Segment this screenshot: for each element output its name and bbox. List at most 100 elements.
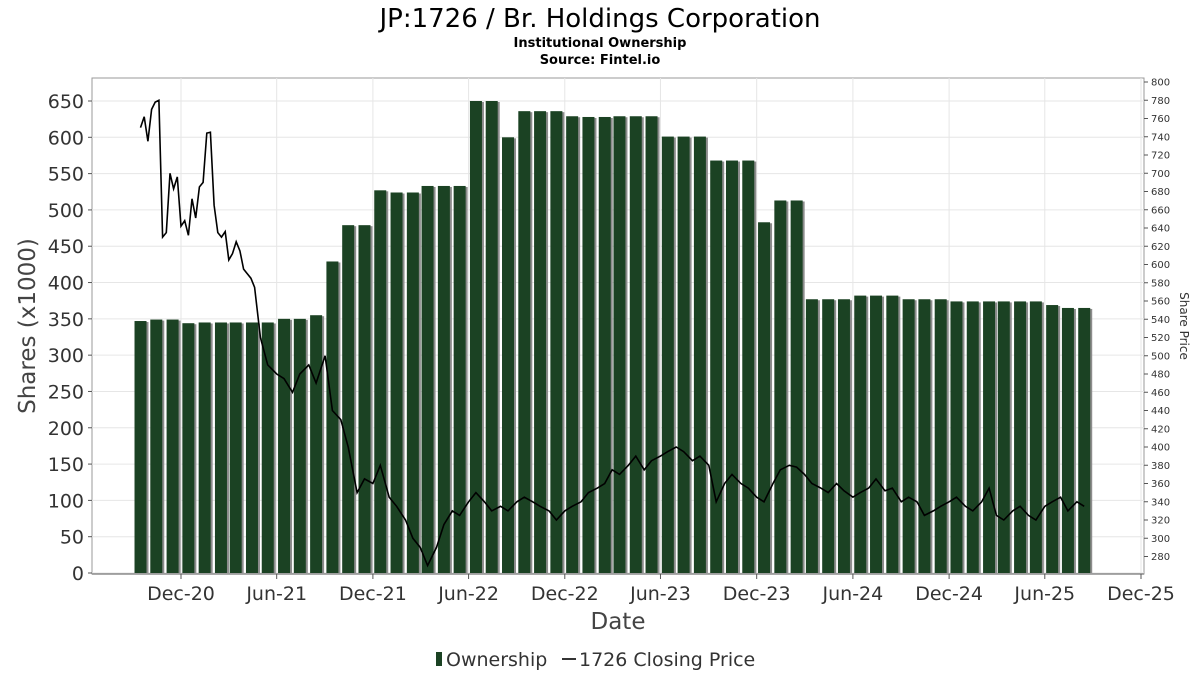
y2-axis-label: Share Price <box>1177 292 1191 360</box>
ownership-bar <box>150 319 163 573</box>
y2-tick-label: 680 <box>1151 187 1170 198</box>
ownership-bars <box>134 101 1093 574</box>
y2-tick-label: 700 <box>1151 169 1170 180</box>
y-tick-label: 300 <box>48 345 84 367</box>
ownership-bar <box>502 137 515 574</box>
y2-tick-label: 760 <box>1151 114 1170 125</box>
y-tick-label: 200 <box>48 418 84 440</box>
ownership-bar <box>790 200 803 573</box>
y2-tick-label: 580 <box>1151 278 1170 289</box>
ownership-bar <box>950 301 963 573</box>
y2-tick-label: 460 <box>1151 388 1170 399</box>
ownership-bar <box>918 299 931 573</box>
ownership-bar <box>934 299 947 573</box>
ownership-bar <box>645 116 658 573</box>
ownership-bar <box>406 192 419 573</box>
ownership-bar <box>886 295 899 573</box>
legend-ownership-label: Ownership <box>446 649 547 671</box>
closing-price-line <box>139 99 1085 568</box>
y-tick-label: 150 <box>48 454 84 476</box>
x-tick-label: Dec-21 <box>339 583 407 605</box>
ownership-bar <box>870 295 883 573</box>
y2-tick-label: 500 <box>1151 351 1170 362</box>
y2-tick-label: 480 <box>1151 370 1170 381</box>
x-tick-label: Dec-20 <box>147 583 215 605</box>
ownership-bar <box>245 322 258 573</box>
ownership-bar <box>182 323 195 573</box>
y-tick-label: 550 <box>48 164 84 186</box>
x-axis-ticks: Dec-20 Jun-21 Dec-21 Jun-22 Dec-22 Jun-23 Dec-… <box>147 574 1175 605</box>
ownership-bar <box>518 111 531 574</box>
ownership-bar <box>1061 307 1074 573</box>
chart-title: JP:1726 / Br. Holdings Corporation <box>377 4 820 34</box>
y2-tick-label: 540 <box>1151 315 1170 326</box>
ownership-bar <box>229 322 242 573</box>
ownership-bar <box>469 101 482 573</box>
ownership-bar <box>278 318 291 573</box>
y2-tick-label: 420 <box>1151 424 1170 435</box>
ownership-bar <box>1078 307 1091 573</box>
y2-axis-ticks: 280 300 320 340 360 380 400 420 440 460 480 500 520 5… <box>1144 78 1170 563</box>
x-tick-label: Jun-22 <box>437 583 499 605</box>
ownership-bar <box>134 321 147 573</box>
y-tick-label: 600 <box>48 127 84 149</box>
y2-tick-label: 340 <box>1151 497 1170 508</box>
y2-tick-label: 320 <box>1151 516 1170 527</box>
ownership-bar <box>854 295 867 573</box>
chart-source: Source: Fintel.io <box>540 53 661 68</box>
y-tick-label: 400 <box>48 273 84 295</box>
ownership-bar <box>693 136 706 573</box>
y-tick-label: 650 <box>48 91 84 113</box>
y-tick-label: 500 <box>48 200 84 222</box>
ownership-bar <box>983 301 996 573</box>
ownership-bar <box>805 299 818 573</box>
y2-tick-label: 640 <box>1151 224 1170 235</box>
y-tick-label: 450 <box>48 236 84 258</box>
ownership-bar <box>997 301 1010 573</box>
y-tick-label: 350 <box>48 309 84 331</box>
y-tick-label: 0 <box>72 563 84 585</box>
x-tick-label: Dec-25 <box>1107 583 1175 605</box>
ownership-bar <box>166 319 179 573</box>
y2-tick-label: 720 <box>1151 151 1170 162</box>
ownership-bar <box>629 116 642 573</box>
y2-tick-label: 600 <box>1151 260 1170 271</box>
ownership-bar <box>534 111 547 574</box>
y-tick-label: 100 <box>48 490 84 512</box>
y2-tick-label: 520 <box>1151 333 1170 344</box>
y2-tick-label: 360 <box>1151 479 1170 490</box>
y2-tick-label: 800 <box>1151 78 1170 89</box>
ownership-bar <box>1046 305 1059 573</box>
x-tick-label: Jun-23 <box>629 583 691 605</box>
y-axis-label: Shares (x1000) <box>15 238 41 414</box>
ownership-bar <box>198 322 211 573</box>
ownership-bar <box>390 192 403 573</box>
ownership-bar <box>758 222 771 573</box>
ownership-bar <box>326 261 339 573</box>
ownership-bar <box>1014 301 1027 573</box>
ownership-bar <box>310 315 323 573</box>
ownership-bar <box>710 160 723 573</box>
y-tick-label: 250 <box>48 381 84 403</box>
x-tick-label: Jun-24 <box>822 583 884 605</box>
x-tick-label: Dec-22 <box>531 583 599 605</box>
ownership-bar <box>261 322 274 573</box>
ownership-bar <box>550 111 563 574</box>
ownership-bar <box>677 136 690 573</box>
ownership-bar <box>421 185 434 573</box>
y2-tick-label: 620 <box>1151 242 1170 253</box>
y2-tick-label: 560 <box>1151 297 1170 308</box>
ownership-bar <box>966 301 979 573</box>
y2-tick-label: 380 <box>1151 461 1170 472</box>
y-tick-label: 50 <box>60 527 84 549</box>
y-axis-ticks: 0 50 100 150 200 250 300 350 400 450 500 550 600 650 <box>48 91 92 585</box>
x-tick-label: Jun-21 <box>245 583 307 605</box>
y2-tick-label: 280 <box>1151 552 1170 563</box>
x-tick-label: Jun-25 <box>1013 583 1075 605</box>
ownership-bar <box>293 318 306 573</box>
ownership-bar <box>837 299 850 573</box>
chart-subtitle: Institutional Ownership <box>514 36 687 51</box>
legend: Ownership 1726 Closing Price <box>436 649 755 671</box>
legend-ownership-swatch <box>436 652 442 666</box>
